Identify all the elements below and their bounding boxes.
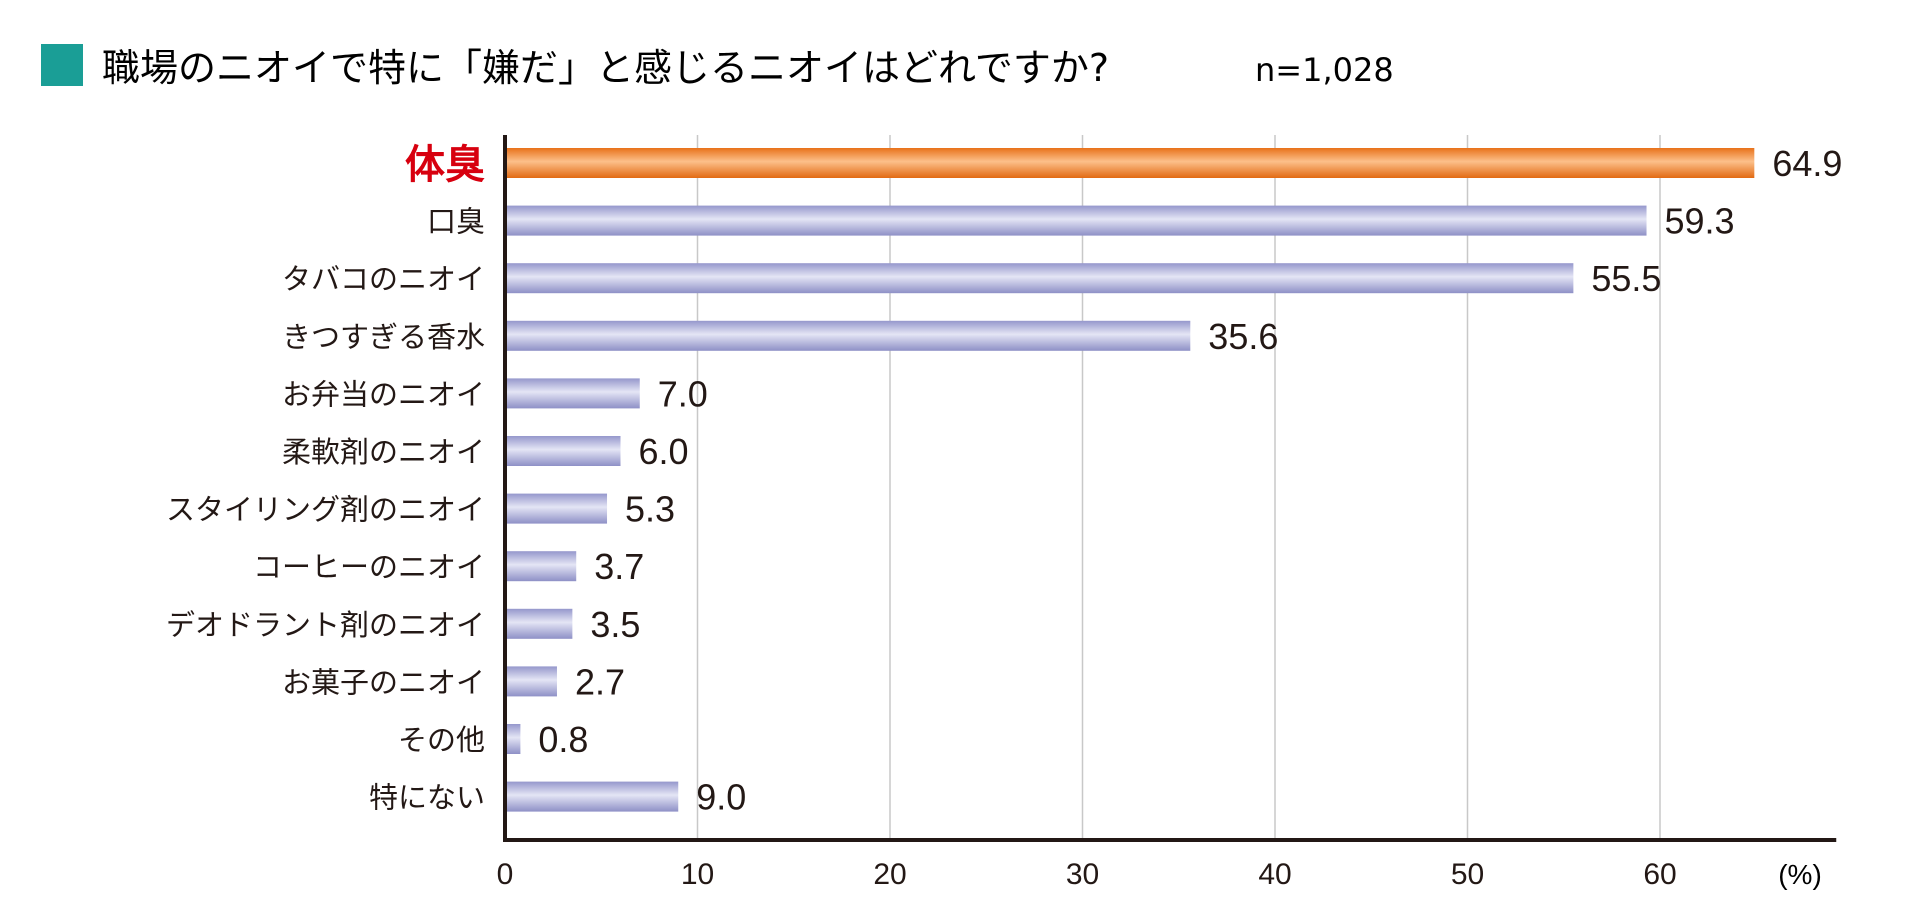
x-tick-label: 60 <box>1643 858 1676 891</box>
bar-highlight <box>505 148 1755 178</box>
category-label: タバコのニオイ <box>282 262 485 296</box>
category-label: お弁当のニオイ <box>282 377 485 411</box>
category-label: デオドラント剤のニオイ <box>166 608 485 642</box>
category-label: その他 <box>398 723 485 757</box>
bar <box>505 493 608 524</box>
category-label: コーヒーのニオイ <box>253 550 485 584</box>
tick-labels: 0 10 20 30 40 50 60 <box>497 858 1677 891</box>
x-tick-label: 50 <box>1451 858 1484 891</box>
value-label: 5.3 <box>625 489 675 530</box>
x-tick-label: 0 <box>497 858 514 891</box>
bar <box>505 608 573 639</box>
bar <box>505 263 1574 294</box>
bar <box>505 436 621 466</box>
value-label: 3.7 <box>594 546 644 587</box>
bar <box>505 378 640 409</box>
sample-size: n=1,028 <box>1255 51 1394 89</box>
value-label: 6.0 <box>639 431 689 472</box>
bar <box>505 320 1191 351</box>
value-label: 2.7 <box>575 661 625 702</box>
unit-label: (%) <box>1778 859 1822 890</box>
axes <box>503 135 1837 842</box>
grid-lines <box>696 135 1661 840</box>
value-label: 55.5 <box>1591 258 1661 299</box>
value-label: 0.8 <box>538 719 588 760</box>
bar <box>505 724 521 754</box>
x-tick-label: 10 <box>681 858 714 891</box>
bar <box>505 551 577 582</box>
title-square <box>41 44 83 86</box>
bar <box>505 781 679 812</box>
category-label: お菓子のニオイ <box>282 665 485 699</box>
value-label: 3.5 <box>590 604 640 645</box>
chart-title: 職場のニオイで特に「嫌だ」と感じるニオイはどれですか? <box>102 46 1109 90</box>
category-label: スタイリング剤のニオイ <box>166 493 485 527</box>
x-tick-label: 20 <box>873 858 906 891</box>
bar <box>505 205 1647 236</box>
category-labels: 体臭口臭タバコのニオイきつすぎる香水お弁当のニオイ柔軟剤のニオイスタイリング剤の… <box>166 142 485 815</box>
category-label: 口臭 <box>427 205 485 239</box>
value-label: 64.9 <box>1772 143 1842 184</box>
bar <box>505 666 557 697</box>
value-label: 59.3 <box>1665 201 1735 242</box>
value-labels: 64.9 59.355.5 35.6 7.0 6.0 5.3 3.7 3.5 2.7 0.8 9.0 <box>538 143 1842 818</box>
value-label: 9.0 <box>696 777 746 818</box>
x-tick-label: 30 <box>1066 858 1099 891</box>
category-label: 特にない <box>369 781 485 815</box>
category-label: 柔軟剤のニオイ <box>282 435 485 469</box>
x-tick-label: 40 <box>1258 858 1291 891</box>
value-label: 35.6 <box>1208 316 1278 357</box>
value-label: 7.0 <box>658 373 708 414</box>
bars <box>505 148 1755 812</box>
category-label: きつすぎる香水 <box>282 320 485 354</box>
category-label: 体臭 <box>405 142 485 188</box>
